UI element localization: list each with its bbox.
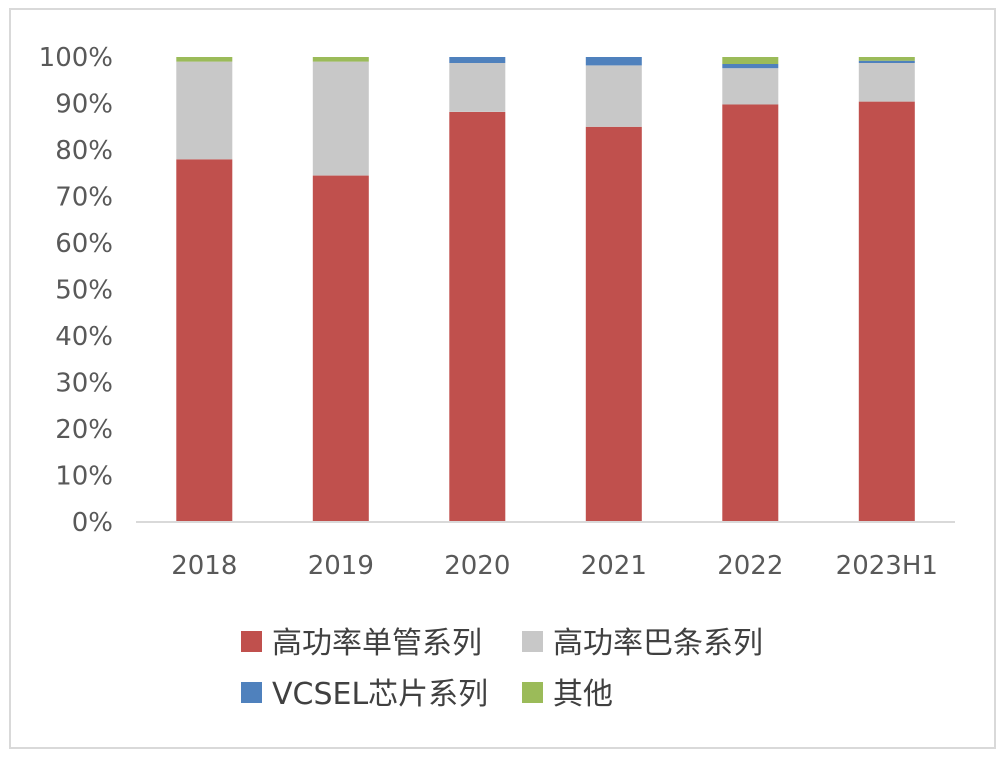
bar-segment [312, 57, 369, 62]
legend-swatch [522, 631, 543, 652]
y-tick-label: 80% [55, 136, 113, 166]
bar-group-2019 [312, 57, 369, 522]
bar-segment [722, 64, 779, 69]
y-tick-label: 20% [55, 415, 113, 445]
bar-segment [722, 57, 779, 64]
bars [176, 57, 915, 523]
bar-segment [176, 159, 233, 523]
legend-swatch [241, 682, 262, 703]
y-tick-label: 90% [55, 90, 113, 120]
bar-segment [585, 65, 642, 127]
legend-item: 高功率单管系列 [241, 626, 482, 661]
bar-group-2018 [176, 57, 233, 523]
x-axis: 2018 2019 2020 2021 2022 2023H1 [171, 551, 938, 581]
bar-segment [312, 61, 369, 176]
bar-group-2021 [585, 57, 642, 523]
y-tick-label: 30% [55, 369, 113, 399]
bar-segment [722, 68, 779, 105]
y-tick-label: 100% [39, 43, 113, 73]
x-tick-label: 2023H1 [836, 551, 938, 581]
bar-segment [449, 57, 506, 63]
x-tick-label: 2022 [717, 551, 783, 581]
legend-label: VCSEL芯片系列 [272, 677, 488, 712]
bar-segment [449, 63, 506, 112]
legend-item: VCSEL芯片系列 [241, 677, 488, 712]
y-tick-label: 0% [72, 508, 113, 538]
bar-segment [858, 101, 915, 522]
bar-group-2023H1 [858, 57, 915, 522]
y-axis: 0% 10% 20% 30% 40% 50% 60% 70% 80% 90% 100% [39, 43, 113, 538]
bar-segment [449, 111, 506, 523]
x-tick-label: 2021 [581, 551, 647, 581]
x-tick-label: 2018 [171, 551, 237, 581]
legend-label: 其他 [553, 677, 613, 712]
legend-label: 高功率单管系列 [272, 626, 482, 661]
y-tick-label: 10% [55, 462, 113, 492]
legend-item: 其他 [522, 677, 613, 712]
legend-swatch [241, 631, 262, 652]
bar-group-2020 [449, 57, 506, 523]
legend: 高功率单管系列 高功率巴条系列 VCSEL芯片系列 其他 [241, 626, 763, 712]
bar-segment [858, 57, 915, 61]
y-tick-label: 60% [55, 229, 113, 259]
bar-segment [858, 60, 915, 63]
bar-segment [176, 61, 233, 160]
x-tick-label: 2020 [444, 551, 510, 581]
bar-segment [858, 63, 915, 102]
bar-segment [585, 57, 642, 66]
bar-group-2022 [722, 57, 779, 523]
legend-label: 高功率巴条系列 [553, 626, 763, 661]
bar-segment [585, 126, 642, 523]
bar-segment [176, 57, 233, 62]
bar-segment [722, 104, 779, 523]
y-tick-label: 50% [55, 276, 113, 306]
y-tick-label: 70% [55, 183, 113, 213]
legend-swatch [522, 682, 543, 703]
x-tick-label: 2019 [308, 551, 374, 581]
y-tick-label: 40% [55, 322, 113, 352]
legend-item: 高功率巴条系列 [522, 626, 763, 661]
bar-segment [312, 175, 369, 522]
